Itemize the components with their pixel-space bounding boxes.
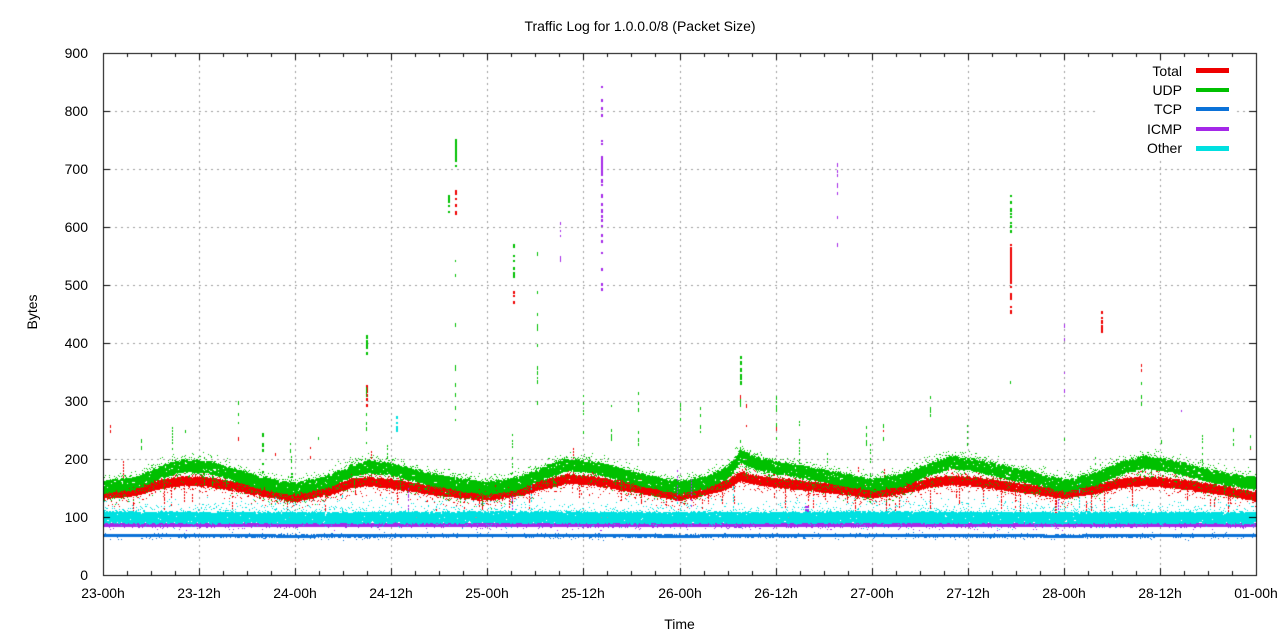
x-axis-label: Time [664, 616, 695, 632]
x-tick-label: 26-12h [754, 585, 798, 601]
x-tick-label: 27-12h [946, 585, 990, 601]
x-tick-label: 25-00h [465, 585, 509, 601]
y-tick-label: 900 [64, 45, 88, 61]
x-tick-label: 23-12h [177, 585, 221, 601]
y-tick-label: 400 [64, 335, 88, 351]
x-tick-label: 24-12h [369, 585, 413, 601]
x-tick-label: 28-00h [1042, 585, 1086, 601]
legend-label: ICMP [1147, 120, 1182, 137]
legend-label: Other [1146, 140, 1182, 157]
legend-label: UDP [1152, 82, 1182, 99]
y-tick-label: 300 [64, 393, 88, 409]
legend-swatch [1196, 145, 1229, 151]
legend-label: Total [1152, 62, 1182, 79]
legend-swatch [1196, 126, 1229, 131]
legend: Total UDP TCP ICMP Other [1096, 61, 1236, 158]
legend-item-icmp: ICMP [1096, 119, 1236, 138]
legend-swatch [1196, 68, 1229, 74]
y-tick-label: 500 [64, 277, 88, 293]
x-tick-label: 25-12h [561, 585, 605, 601]
legend-label: TCP [1154, 101, 1182, 118]
y-tick-label: 600 [64, 219, 88, 235]
x-tick-label: 26-00h [658, 585, 702, 601]
x-tick-label: 01-00h [1234, 585, 1278, 601]
legend-swatch [1196, 107, 1229, 112]
legend-item-tcp: TCP [1096, 100, 1236, 119]
legend-item-total: Total [1096, 61, 1236, 80]
legend-swatch [1196, 88, 1229, 93]
x-tick-label: 23-00h [81, 585, 125, 601]
legend-item-udp: UDP [1096, 80, 1236, 99]
x-tick-label: 24-00h [273, 585, 317, 601]
legend-item-other: Other [1096, 139, 1236, 158]
x-tick-label: 27-00h [850, 585, 894, 601]
chart-title: Traffic Log for 1.0.0.0/8 (Packet Size) [524, 18, 756, 34]
y-axis-label: Bytes [24, 294, 40, 330]
y-tick-label: 200 [64, 451, 88, 467]
y-tick-label: 700 [64, 161, 88, 177]
x-tick-label: 28-12h [1138, 585, 1182, 601]
y-tick-label: 0 [80, 567, 88, 583]
y-tick-label: 800 [64, 103, 88, 119]
y-tick-label: 100 [64, 509, 88, 525]
